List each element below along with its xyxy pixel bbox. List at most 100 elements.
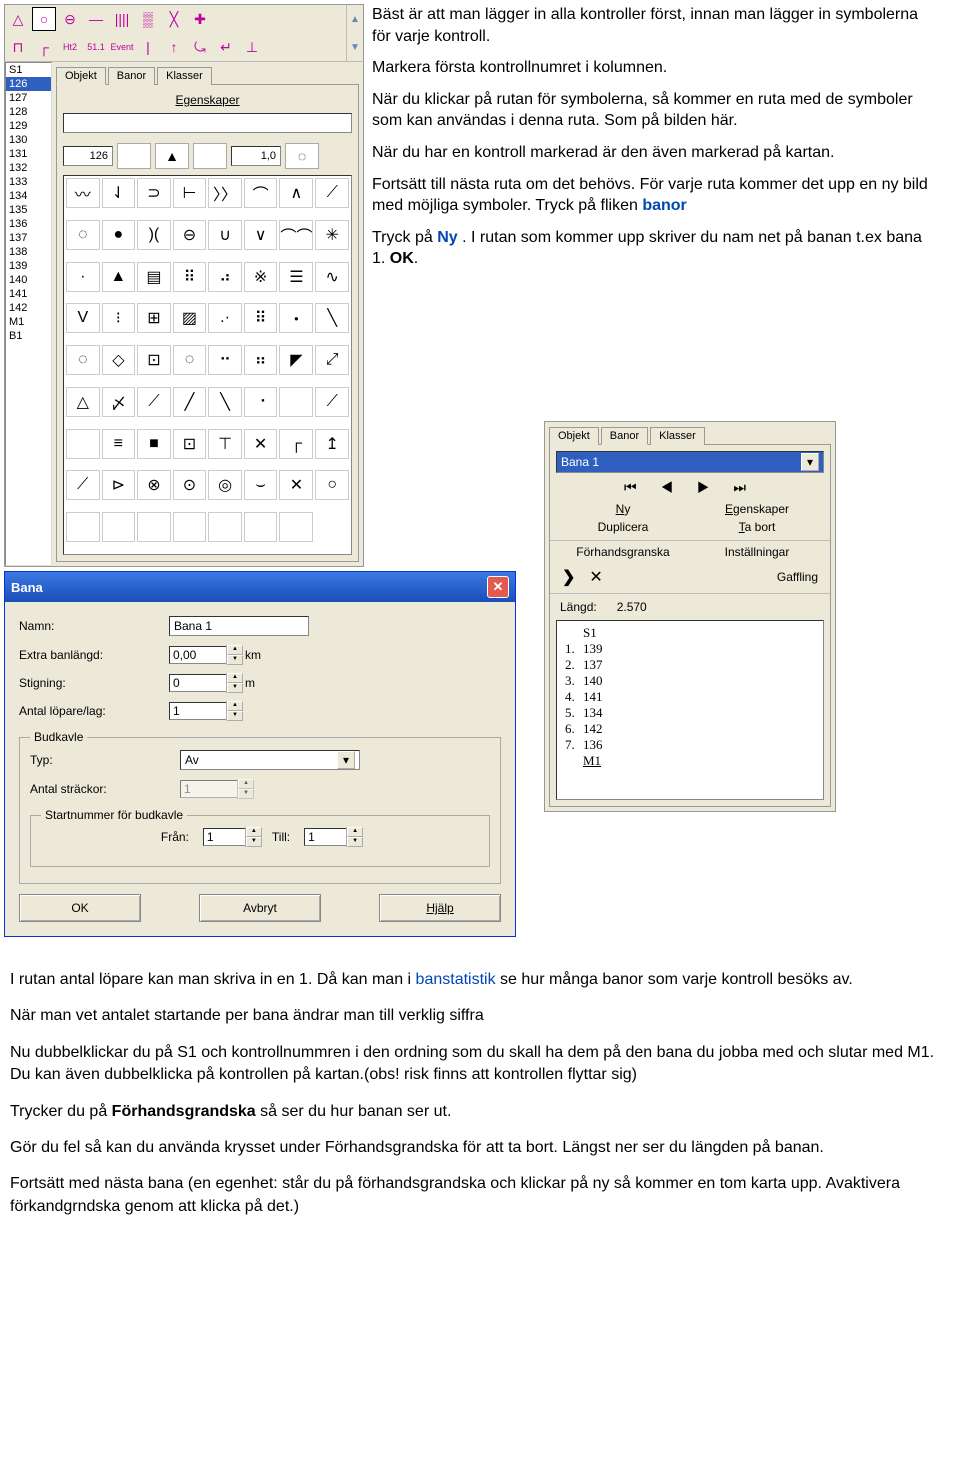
- toolbar-symbol[interactable]: ⊓: [6, 35, 30, 59]
- nav-first-icon[interactable]: ⏮: [624, 479, 647, 495]
- toolbar-symbol[interactable]: ⊥: [240, 35, 264, 59]
- symbol-cell[interactable]: ◌: [173, 345, 207, 375]
- symbol-cell[interactable]: ⟋: [315, 178, 349, 208]
- symbol-cell[interactable]: [279, 512, 313, 542]
- symbol-cell[interactable]: ⇃: [102, 178, 136, 208]
- toolbar-symbol[interactable]: ↵: [214, 35, 238, 59]
- link-forhandsgranska[interactable]: Förhandsgranska: [556, 545, 690, 559]
- symbol-cell[interactable]: ⠐: [244, 387, 278, 417]
- symbol-cell[interactable]: ⊃: [137, 178, 171, 208]
- link-tabort[interactable]: Ta bort: [690, 520, 824, 534]
- control-number-item[interactable]: M1: [6, 315, 51, 329]
- symbol-cell[interactable]: ▤: [137, 262, 171, 292]
- toolbar-symbol[interactable]: ┌: [32, 35, 56, 59]
- toolbar-symbol[interactable]: 51.1: [84, 35, 108, 59]
- symbol-cell[interactable]: .·: [208, 303, 242, 333]
- control-number-item[interactable]: 140: [6, 273, 51, 287]
- input-extra[interactable]: [170, 648, 226, 662]
- symbol-cell[interactable]: [66, 429, 100, 459]
- symbol-cell[interactable]: ⊙: [173, 470, 207, 500]
- symbol-cell[interactable]: ⊤: [208, 429, 242, 459]
- spinner-fran[interactable]: ▲▼: [203, 828, 258, 846]
- control-number-item[interactable]: 129: [6, 119, 51, 133]
- symbol-cell[interactable]: ○: [315, 470, 349, 500]
- symbol-cell[interactable]: ╲: [315, 303, 349, 333]
- toolbar-symbol[interactable]: ⤿: [188, 35, 212, 59]
- input-fran[interactable]: [204, 830, 245, 844]
- symbol-cell[interactable]: ⟋: [66, 470, 100, 500]
- ok-button[interactable]: OK: [19, 894, 141, 922]
- course-row[interactable]: 2.137: [565, 657, 815, 673]
- tab-klasser[interactable]: Klasser: [157, 67, 212, 85]
- info-slot-1[interactable]: [117, 143, 151, 169]
- symbol-cell[interactable]: [208, 512, 242, 542]
- symbol-cell[interactable]: ⠒: [208, 345, 242, 375]
- control-number-item[interactable]: B1: [6, 329, 51, 343]
- symbol-cell[interactable]: V: [66, 303, 100, 333]
- control-number-item[interactable]: 135: [6, 203, 51, 217]
- toolbar-symbol[interactable]: △: [6, 7, 30, 31]
- symbol-cell[interactable]: ⊳: [102, 470, 136, 500]
- tab-klasser-2[interactable]: Klasser: [650, 427, 705, 445]
- symbol-cell[interactable]: ≡: [102, 429, 136, 459]
- nav-last-icon[interactable]: ⏭: [733, 479, 756, 495]
- control-number-list[interactable]: S112612712812913013113213313413513613713…: [5, 62, 52, 566]
- symbol-cell[interactable]: ☰: [279, 262, 313, 292]
- spin-down-icon[interactable]: ▼: [227, 683, 243, 693]
- symbol-cell[interactable]: [244, 512, 278, 542]
- control-number-item[interactable]: 132: [6, 161, 51, 175]
- control-number-item[interactable]: 139: [6, 259, 51, 273]
- toolbar-symbol[interactable]: ╳: [162, 7, 186, 31]
- info-glyph-1[interactable]: ▲: [155, 143, 189, 169]
- control-number-item[interactable]: 142: [6, 301, 51, 315]
- symbol-cell[interactable]: ◎: [208, 470, 242, 500]
- course-row[interactable]: 7.136: [565, 737, 815, 753]
- egenskaper-text-input[interactable]: [63, 113, 352, 133]
- symbol-cell[interactable]: ⠿: [244, 303, 278, 333]
- control-number-item[interactable]: 128: [6, 105, 51, 119]
- close-icon[interactable]: ✕: [487, 576, 509, 598]
- symbol-cell[interactable]: ●: [102, 220, 136, 250]
- spin-up-icon[interactable]: ▲: [227, 673, 243, 683]
- help-button[interactable]: Hjälp: [379, 894, 501, 922]
- symbol-cell[interactable]: ⊖: [173, 220, 207, 250]
- symbol-cell[interactable]: ✳: [315, 220, 349, 250]
- control-number-item[interactable]: 127: [6, 91, 51, 105]
- symbol-cell[interactable]: ⌒: [244, 178, 278, 208]
- symbol-cell[interactable]: ※: [244, 262, 278, 292]
- control-number-item[interactable]: 141: [6, 287, 51, 301]
- symbol-cell[interactable]: ⠿: [173, 262, 207, 292]
- symbol-cell[interactable]: [137, 512, 171, 542]
- symbol-cell[interactable]: ⠴: [208, 262, 242, 292]
- symbol-cell[interactable]: ╱: [173, 387, 207, 417]
- symbol-cell[interactable]: ∧: [279, 178, 313, 208]
- spin-up-icon[interactable]: ▲: [347, 827, 363, 837]
- symbol-cell[interactable]: ◌: [66, 345, 100, 375]
- symbol-cell[interactable]: ╲: [208, 387, 242, 417]
- input-stigning[interactable]: [170, 676, 226, 690]
- course-row[interactable]: 6.142: [565, 721, 815, 737]
- info-slot-2[interactable]: [193, 143, 227, 169]
- spinner-antal[interactable]: ▲▼: [169, 702, 239, 720]
- symbol-cell[interactable]: ✕: [279, 470, 313, 500]
- toolbar-symbol[interactable]: ↑: [162, 35, 186, 59]
- control-number-item[interactable]: S1: [6, 63, 51, 77]
- cancel-button[interactable]: Avbryt: [199, 894, 321, 922]
- toolbar-symbol[interactable]: —: [84, 7, 108, 31]
- chevron-down-icon[interactable]: ▾: [801, 453, 819, 471]
- delete-icon[interactable]: ✕: [589, 567, 602, 587]
- link-installningar[interactable]: Inställningar: [690, 545, 824, 559]
- toolbar-symbol[interactable]: ⊖: [58, 7, 82, 31]
- control-number-item[interactable]: 131: [6, 147, 51, 161]
- symbol-cell[interactable]: ⟋: [137, 387, 171, 417]
- symbol-cell[interactable]: ⠶: [244, 345, 278, 375]
- scroll-down-icon[interactable]: ▼: [347, 33, 363, 61]
- spin-down-icon[interactable]: ▼: [347, 837, 363, 847]
- symbol-cell[interactable]: ⊗: [137, 470, 171, 500]
- tab-objekt[interactable]: Objekt: [56, 67, 106, 85]
- symbol-cell[interactable]: ⌒⌒: [279, 220, 313, 250]
- spinner-extra[interactable]: ▲▼: [169, 646, 239, 664]
- toolbar-symbol[interactable]: Event: [110, 35, 134, 59]
- symbol-cell[interactable]: )(: [137, 220, 171, 250]
- symbol-cell[interactable]: [66, 512, 100, 542]
